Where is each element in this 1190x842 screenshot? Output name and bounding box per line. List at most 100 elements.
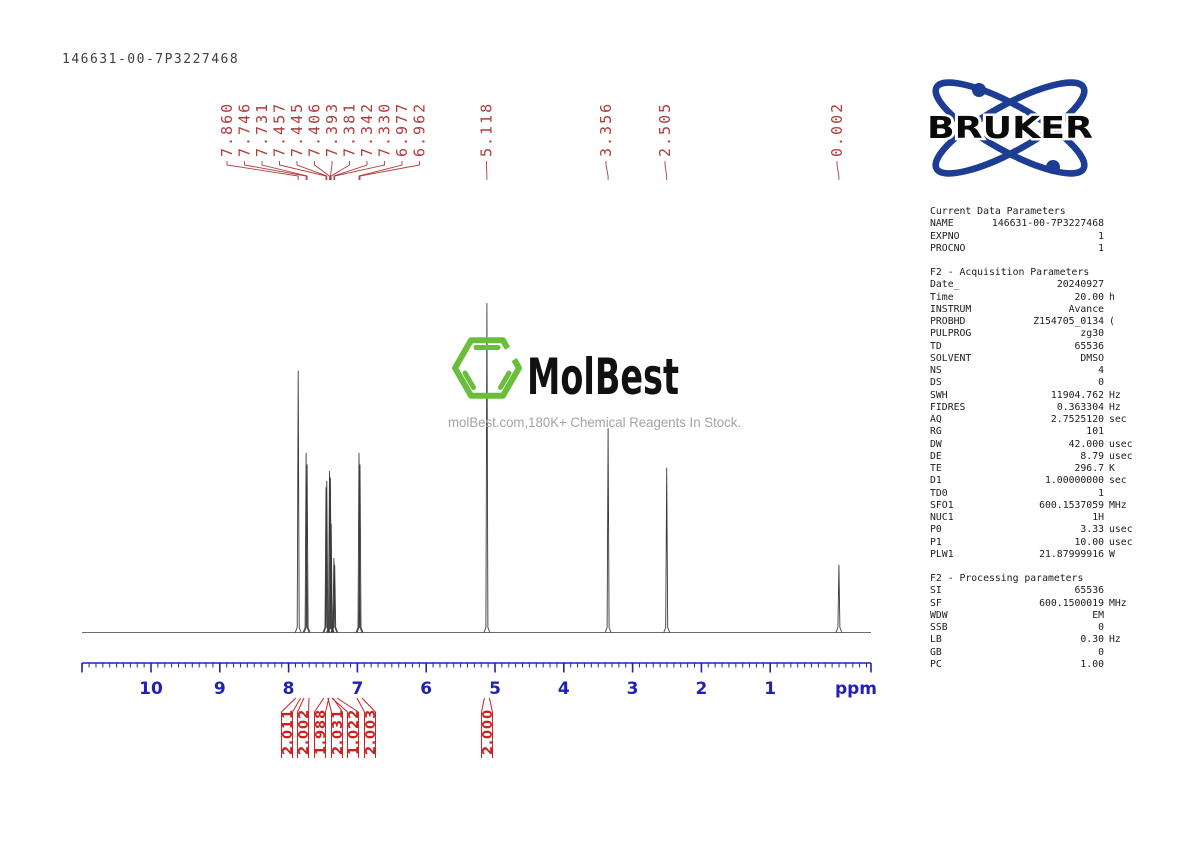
x-tick-label: 8 <box>283 679 295 699</box>
parameter-name: DS <box>930 377 942 389</box>
nmr-peak <box>356 464 364 633</box>
parameter-value: 600.1500019 <box>1039 597 1104 609</box>
parameter-value: DMSO <box>1080 352 1104 364</box>
parameter-row: NUC1 1H <box>930 512 1180 524</box>
peak-label-connector <box>334 161 385 180</box>
bruker-logo-text: BRUKER <box>927 111 1093 146</box>
integral-value: 2.000 <box>481 709 496 755</box>
nmr-peak <box>294 370 302 633</box>
parameter-value: 42.000 <box>1068 438 1104 450</box>
peak-shift-label: 3.356 <box>597 102 615 157</box>
parameter-name: RG <box>930 426 942 438</box>
parameter-name: PROBHD <box>930 316 966 327</box>
parameter-value: Z154705_0134 <box>1033 316 1104 327</box>
peak-shift-label: 0.002 <box>828 102 846 157</box>
integral-value: 2.002 <box>297 709 312 755</box>
parameter-name: NAME <box>930 218 954 230</box>
x-axis-unit-label: ppm <box>835 679 877 699</box>
peak-shift-label: 7.445 <box>288 102 306 157</box>
parameter-row: DS 0 <box>930 377 1180 389</box>
parameter-unit: W <box>1109 548 1115 560</box>
parameter-unit: ( <box>1109 316 1115 327</box>
x-tick-label: 9 <box>214 679 226 699</box>
parameter-name: TD0 <box>930 487 948 499</box>
parameter-row: GB 0 <box>930 647 1180 659</box>
parameter-name: PULPROG <box>930 328 972 340</box>
parameter-value: 600.1537059 <box>1039 499 1104 511</box>
peak-label-connector <box>296 161 328 180</box>
parameter-name: EXPNO <box>930 230 960 242</box>
peak-label-connector <box>664 161 668 180</box>
parameter-name: SOLVENT <box>930 352 972 364</box>
parameter-value: 296.7 <box>1074 463 1105 474</box>
parameter-value: 8.79 <box>1080 450 1104 462</box>
nmr-peak <box>483 303 491 633</box>
parameter-name: P0 <box>930 524 942 536</box>
nmr-peak <box>663 467 671 633</box>
parameter-unit: usec <box>1109 536 1133 548</box>
parameter-value: 1 <box>1098 487 1104 499</box>
parameter-name: Time <box>930 291 954 303</box>
molbest-hexagon-icon <box>452 337 522 399</box>
parameter-unit <box>1104 512 1143 524</box>
nmr-peak <box>303 464 311 633</box>
parameter-value: 65536 <box>1074 585 1105 597</box>
parameter-name: NUC1 <box>930 512 954 523</box>
peak-shift-label: 7.860 <box>218 102 236 157</box>
parameter-unit <box>1104 365 1143 377</box>
peak-label-connector <box>358 161 403 180</box>
parameter-name: PLW1 <box>930 548 954 560</box>
peak-label-connector <box>359 161 420 180</box>
parameter-row: Date_ 20240927 <box>930 279 1180 291</box>
x-tick-label: 10 <box>139 679 163 699</box>
parameter-row: PROBHD Z154705_0134 ( <box>930 316 1180 328</box>
parameter-row: TD0 1 <box>930 488 1180 500</box>
integral-funnel <box>481 697 485 713</box>
peak-shift-label: 7.381 <box>341 102 359 157</box>
integral-funnel <box>292 697 302 713</box>
parameter-unit <box>1104 488 1143 500</box>
parameter-value: 0.30 <box>1080 634 1104 646</box>
parameter-row: SF 600.1500019 MHz <box>930 598 1180 610</box>
parameters-panel: Current Data Parameters NAME 146631-00-7P3… <box>930 206 1180 671</box>
parameter-value: zg30 <box>1080 328 1104 340</box>
parameter-name: Date_ <box>930 279 960 291</box>
parameter-value: EM <box>1092 609 1104 621</box>
integral-funnel <box>281 697 297 713</box>
parameter-unit <box>1104 243 1143 255</box>
parameter-value: 21.87999916 <box>1039 548 1104 560</box>
parameter-row: PC 1.00 <box>930 659 1180 671</box>
parameter-name: SF <box>930 597 942 609</box>
parameter-value: 3.33 <box>1080 524 1104 536</box>
parameter-unit <box>1104 218 1143 230</box>
parameter-name: SFO1 <box>930 499 954 511</box>
param-section-title: F2 - Processing parameters <box>930 573 1084 584</box>
parameter-name: TE <box>930 463 942 474</box>
bruker-orbits-icon <box>932 79 1088 177</box>
nmr-peak <box>604 428 612 633</box>
parameter-row: NS 4 <box>930 365 1180 377</box>
nmr-peak <box>835 564 843 633</box>
parameter-name: NS <box>930 365 942 376</box>
parameter-value: 4 <box>1098 365 1104 376</box>
x-tick-label: 3 <box>627 679 639 699</box>
parameter-name: SWH <box>930 389 948 401</box>
parameter-row: PROCNO 1 <box>930 243 1180 255</box>
parameter-unit: MHz <box>1109 499 1127 511</box>
parameter-unit <box>1104 341 1143 353</box>
peak-shift-label: 7.330 <box>376 102 394 157</box>
peak-shift-label: 6.962 <box>411 102 429 157</box>
x-tick-label: 6 <box>420 679 432 699</box>
x-tick-label: 5 <box>489 679 501 699</box>
parameter-value: Avance <box>1068 303 1104 315</box>
parameter-value: 0.363304 <box>1056 401 1104 413</box>
watermark: MolBest molBest.com,180K+ Chemical Reage… <box>448 337 741 430</box>
parameter-value: 20240927 <box>1056 279 1104 291</box>
parameter-unit: Hz <box>1109 389 1121 401</box>
peak-shift-label: 7.393 <box>323 102 341 157</box>
parameter-row: EXPNO 1 <box>930 231 1180 243</box>
parameter-name: WDW <box>930 609 948 621</box>
peak-shift-label: 7.731 <box>253 102 271 157</box>
parameter-value: 1.00000000 <box>1045 475 1104 487</box>
